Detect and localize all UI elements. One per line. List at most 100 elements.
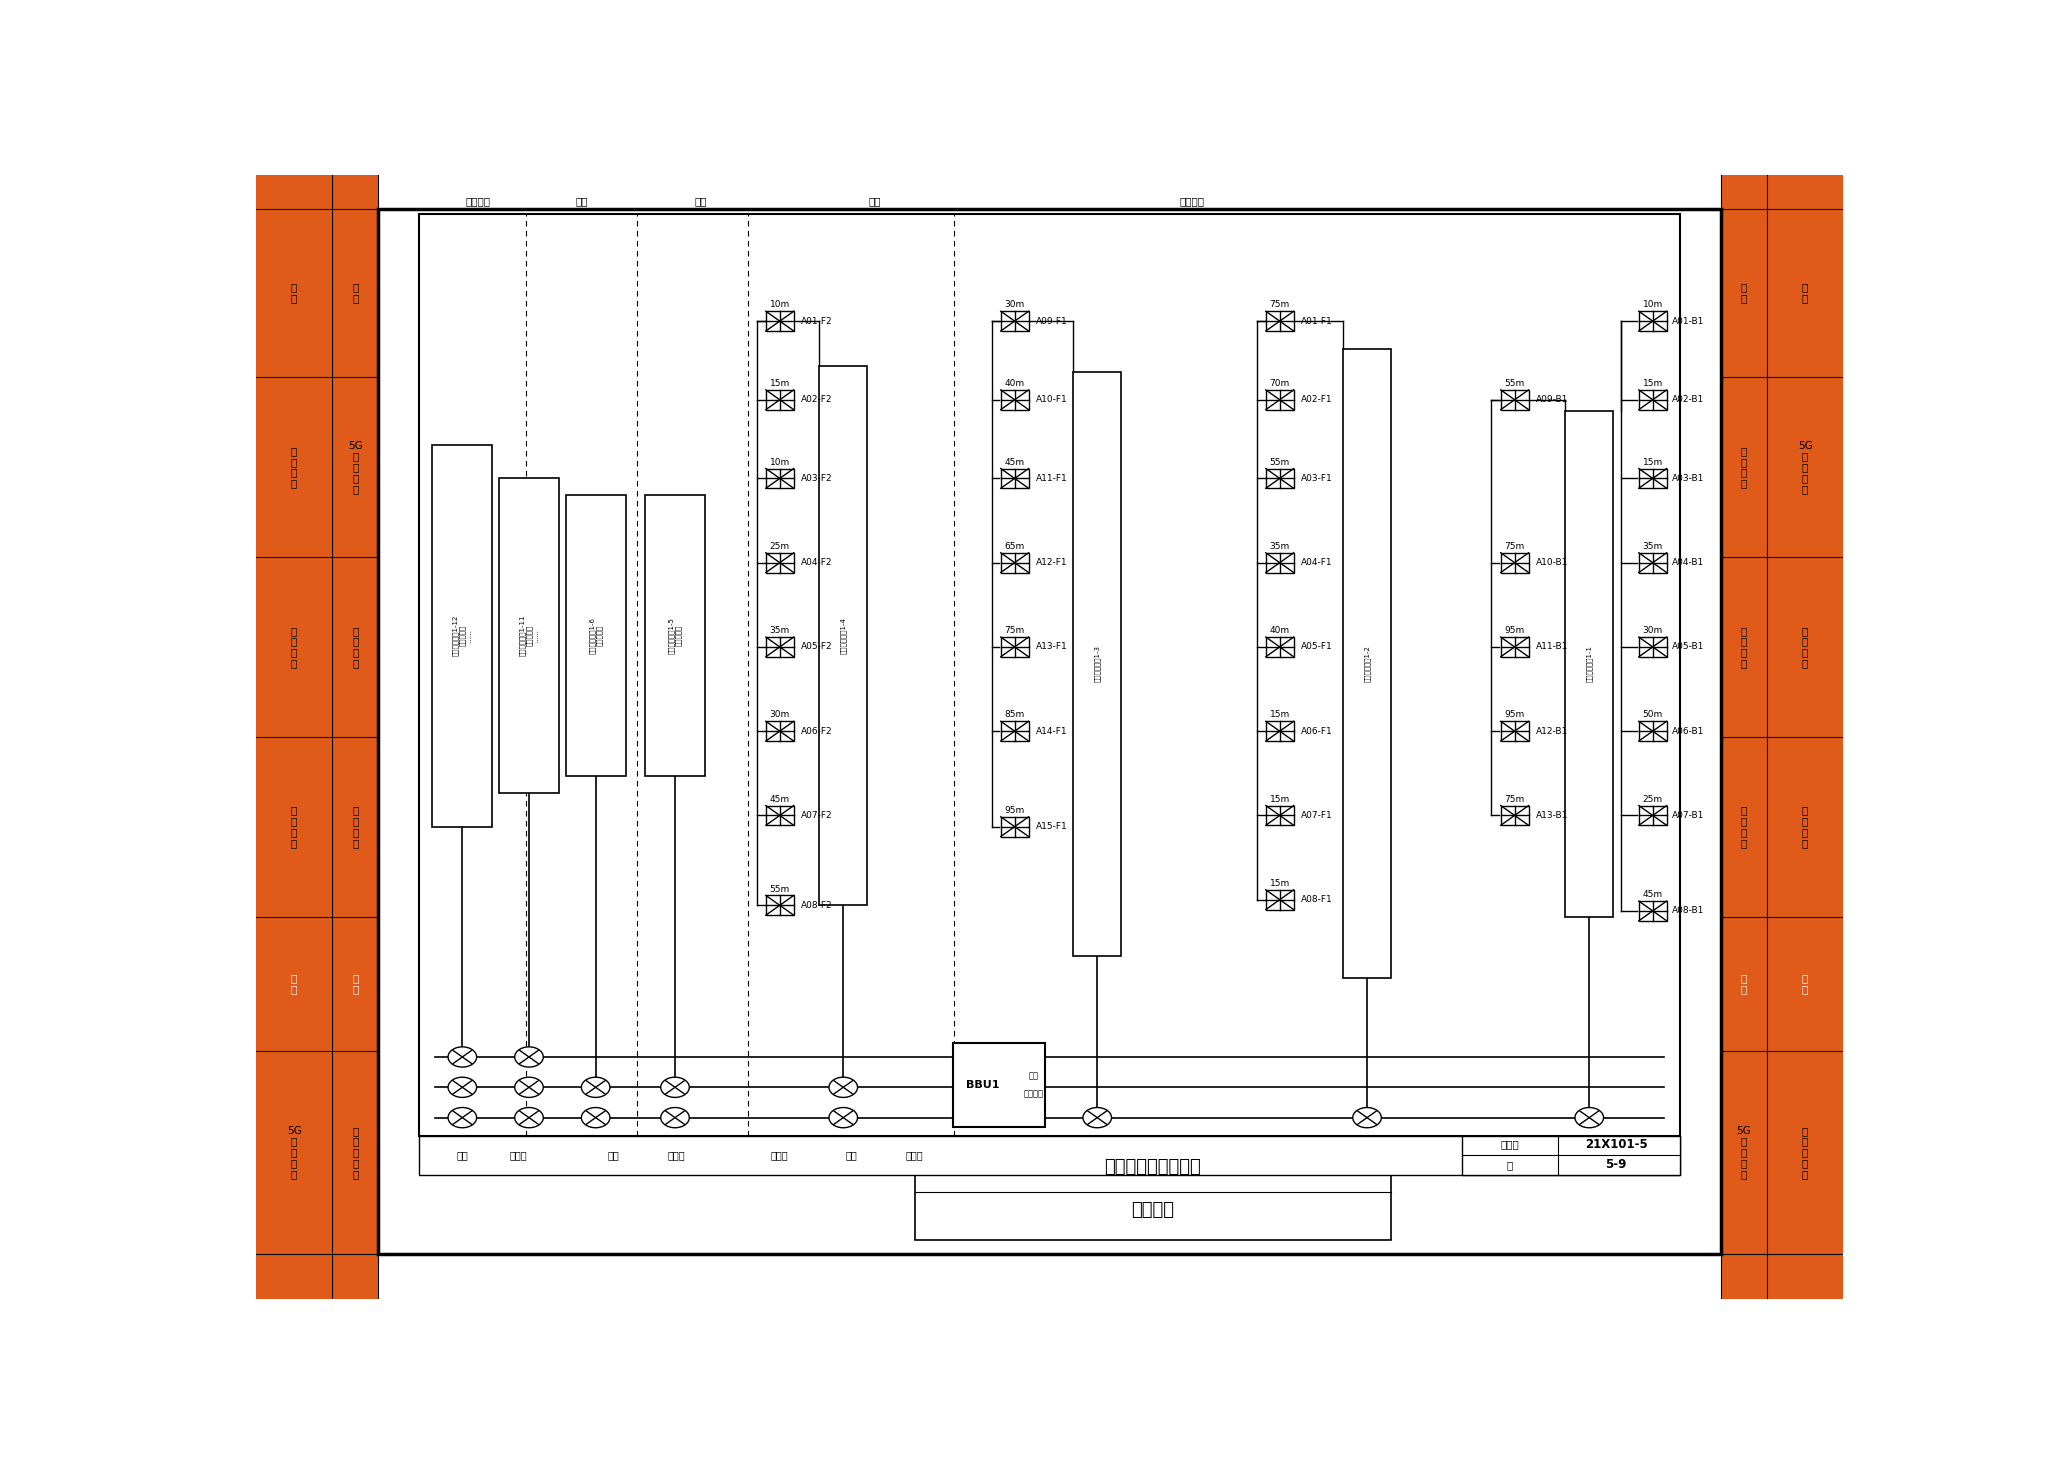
Text: A13-F1: A13-F1: [1036, 642, 1067, 651]
Bar: [1638, 902, 1667, 921]
Bar: [1565, 411, 1614, 916]
Text: 设
施
施
工: 设 施 施 工: [291, 805, 297, 848]
Bar: [1638, 721, 1667, 741]
Text: A07-F1: A07-F1: [1300, 811, 1333, 820]
Bar: [1073, 372, 1120, 956]
Text: 术
语: 术 语: [1802, 283, 1808, 303]
Text: A12-B1: A12-B1: [1536, 727, 1569, 735]
Text: 三层: 三层: [575, 197, 588, 207]
Text: 15m: 15m: [1270, 878, 1290, 889]
Bar: [1638, 311, 1667, 331]
Circle shape: [1354, 1107, 1380, 1128]
Bar: [1001, 311, 1028, 331]
Bar: [819, 366, 866, 905]
Text: 远端汇聚单元1-12
二路衰减器
……: 远端汇聚单元1-12 二路衰减器 ……: [453, 616, 473, 657]
Text: 30m: 30m: [1642, 626, 1663, 635]
Text: 网
络
多
接
入: 网 络 多 接 入: [1802, 1126, 1808, 1179]
Bar: [766, 553, 795, 572]
Text: 15m: 15m: [1642, 379, 1663, 388]
Text: A13-B1: A13-B1: [1536, 811, 1569, 820]
Text: A04-B1: A04-B1: [1673, 559, 1704, 568]
Text: 示
例: 示 例: [1741, 973, 1747, 995]
Text: 45m: 45m: [770, 795, 791, 804]
Text: 示
例: 示 例: [291, 973, 297, 995]
Bar: [766, 468, 795, 489]
Text: 5G
网
络
覆
盖: 5G 网 络 覆 盖: [348, 441, 362, 493]
Bar: [766, 311, 795, 331]
Text: A10-B1: A10-B1: [1536, 559, 1569, 568]
Text: 设
施
设
计: 设 施 设 计: [291, 626, 297, 668]
Text: A03-F2: A03-F2: [801, 474, 834, 483]
Text: 75m: 75m: [1505, 541, 1526, 552]
Bar: [915, 1144, 1391, 1240]
Text: 建
筑
配
套: 建 筑 配 套: [1802, 805, 1808, 848]
Text: 15m: 15m: [1270, 795, 1290, 804]
Bar: [256, 175, 379, 1299]
Bar: [1720, 916, 1843, 1052]
Text: 通信机房: 通信机房: [1024, 1090, 1044, 1099]
Text: 工
程: 工 程: [1802, 973, 1808, 995]
Bar: [1343, 349, 1391, 979]
Text: A09-F1: A09-F1: [1036, 317, 1067, 325]
Text: A12-F1: A12-F1: [1036, 559, 1067, 568]
Text: A06-F2: A06-F2: [801, 727, 834, 735]
Text: 35m: 35m: [1270, 541, 1290, 552]
Text: 远端汇聚单元1-2: 远端汇聚单元1-2: [1364, 645, 1370, 683]
Text: 设计: 设计: [846, 1150, 856, 1160]
Bar: [1266, 468, 1294, 489]
Text: 一层: 一层: [868, 197, 881, 207]
Text: 王纷岭: 王纷岭: [770, 1150, 788, 1160]
Bar: [1266, 311, 1294, 331]
Bar: [1501, 638, 1528, 657]
Text: 曾绿霞: 曾绿霞: [905, 1150, 924, 1160]
Bar: [1266, 553, 1294, 572]
Text: 30m: 30m: [770, 711, 791, 719]
Bar: [379, 209, 1720, 1253]
Bar: [766, 896, 795, 915]
Text: 远端汇聚单元1-3: 远端汇聚单元1-3: [1094, 645, 1100, 683]
Bar: [766, 805, 795, 826]
Bar: [500, 479, 559, 794]
Bar: [379, 175, 1720, 1299]
Text: 25m: 25m: [1642, 795, 1663, 804]
Bar: [1638, 805, 1667, 826]
Text: A07-B1: A07-B1: [1673, 811, 1704, 820]
Text: 50m: 50m: [1642, 711, 1663, 719]
Bar: [1501, 721, 1528, 741]
Text: 15m: 15m: [770, 379, 791, 388]
Bar: [1266, 638, 1294, 657]
Bar: [420, 1135, 1679, 1174]
Text: 21X101-5: 21X101-5: [1585, 1138, 1647, 1151]
Text: A05-B1: A05-B1: [1673, 642, 1704, 651]
Text: 建
筑
配
套: 建 筑 配 套: [1802, 626, 1808, 668]
Text: 65m: 65m: [1006, 541, 1024, 552]
Circle shape: [662, 1077, 690, 1097]
Text: 75m: 75m: [1505, 795, 1526, 804]
Bar: [766, 390, 795, 410]
Circle shape: [514, 1107, 543, 1128]
Text: 符
号: 符 号: [1741, 283, 1747, 303]
Bar: [1001, 390, 1028, 410]
Circle shape: [1083, 1107, 1112, 1128]
Text: 55m: 55m: [1505, 379, 1526, 388]
Text: 40m: 40m: [1006, 379, 1024, 388]
Bar: [1638, 390, 1667, 410]
Text: A15-F1: A15-F1: [1036, 823, 1067, 832]
Text: A11-B1: A11-B1: [1536, 642, 1569, 651]
Text: 图集号: 图集号: [1501, 1139, 1520, 1150]
Text: 审核: 审核: [457, 1150, 469, 1160]
Text: 页: 页: [1507, 1160, 1513, 1170]
Bar: [1638, 638, 1667, 657]
Circle shape: [829, 1077, 858, 1097]
Text: 35m: 35m: [770, 626, 791, 635]
Text: A02-F2: A02-F2: [801, 395, 834, 404]
Text: A03-B1: A03-B1: [1673, 474, 1704, 483]
Bar: [1501, 390, 1528, 410]
Text: 远端汇聚单元1-11
二路衰减器
……: 远端汇聚单元1-11 二路衰减器 ……: [518, 614, 539, 657]
Text: A05-F2: A05-F2: [801, 642, 834, 651]
Text: 网
络
多
接
入: 网 络 多 接 入: [352, 1126, 358, 1179]
Text: 建
筑
配
套: 建 筑 配 套: [352, 805, 358, 848]
Bar: [1638, 553, 1667, 572]
Text: 二层: 二层: [694, 197, 707, 207]
Text: A02-F1: A02-F1: [1300, 395, 1333, 404]
